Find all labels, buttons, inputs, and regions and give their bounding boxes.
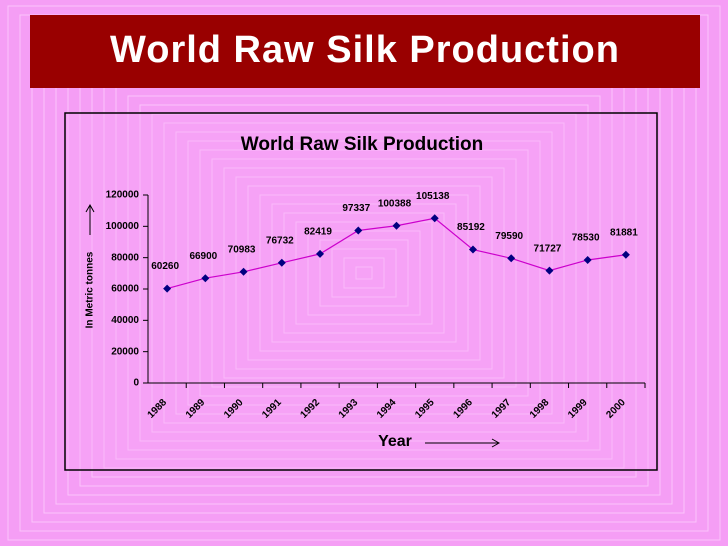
data-label: 81881 xyxy=(610,227,638,238)
y-tick-label: 0 xyxy=(133,378,139,389)
marker xyxy=(354,226,363,235)
y-tick-label: 40000 xyxy=(111,315,139,326)
bg-frame xyxy=(343,257,385,289)
data-label: 76732 xyxy=(266,235,294,246)
bg-frame xyxy=(283,212,445,334)
bg-frame xyxy=(271,203,457,343)
bg-frame xyxy=(139,104,589,442)
y-axis-label: In Metric tonnes xyxy=(85,251,96,328)
marker xyxy=(507,254,516,263)
y-arrow xyxy=(85,203,95,235)
bg-frame xyxy=(163,122,565,424)
title-bar xyxy=(30,15,700,88)
marker xyxy=(621,250,630,259)
slide-title: World Raw Silk Production xyxy=(110,29,620,71)
bg-frame xyxy=(247,185,481,361)
marker xyxy=(583,255,592,264)
bg-frame xyxy=(307,230,421,316)
marker xyxy=(430,214,439,223)
y-tick-label: 120000 xyxy=(106,190,140,201)
y-tick-label: 100000 xyxy=(106,221,140,232)
data-label: 82419 xyxy=(304,227,332,238)
marker xyxy=(392,221,401,230)
y-tick-label: 20000 xyxy=(111,346,139,357)
marker xyxy=(316,249,325,258)
y-tick-label: 80000 xyxy=(111,252,139,263)
bg-frame xyxy=(355,266,373,280)
data-label: 100388 xyxy=(378,198,412,209)
marker xyxy=(201,274,210,283)
marker xyxy=(163,284,172,293)
bg-frame xyxy=(331,248,397,298)
bg-frame xyxy=(259,194,469,352)
data-label: 60260 xyxy=(151,261,179,272)
data-label: 105138 xyxy=(416,191,450,202)
bg-frame xyxy=(295,221,433,325)
bg-frame xyxy=(223,167,505,379)
x-axis-label: Year xyxy=(378,433,412,450)
data-label: 85192 xyxy=(457,222,485,233)
bg-frame xyxy=(199,149,529,397)
chart-title: World Raw Silk Production xyxy=(241,134,483,155)
bg-frame xyxy=(175,131,553,415)
data-label: 71727 xyxy=(534,243,562,254)
chart-box xyxy=(64,112,658,471)
data-label: 78530 xyxy=(572,233,600,244)
marker xyxy=(545,266,554,275)
bg-frame xyxy=(7,5,721,541)
data-label: 66900 xyxy=(189,251,217,262)
marker xyxy=(277,258,286,267)
bg-frame xyxy=(151,113,577,433)
y-tick-label: 60000 xyxy=(111,284,139,295)
data-label: 97337 xyxy=(342,203,370,214)
data-label: 70983 xyxy=(228,244,256,255)
bg-frame xyxy=(211,158,517,388)
marker xyxy=(468,245,477,254)
x-arrow xyxy=(425,438,501,448)
bg-frame xyxy=(127,95,601,451)
bg-frame xyxy=(187,140,541,406)
marker xyxy=(239,267,248,276)
bg-frame xyxy=(319,239,409,307)
data-label: 79590 xyxy=(495,231,523,242)
